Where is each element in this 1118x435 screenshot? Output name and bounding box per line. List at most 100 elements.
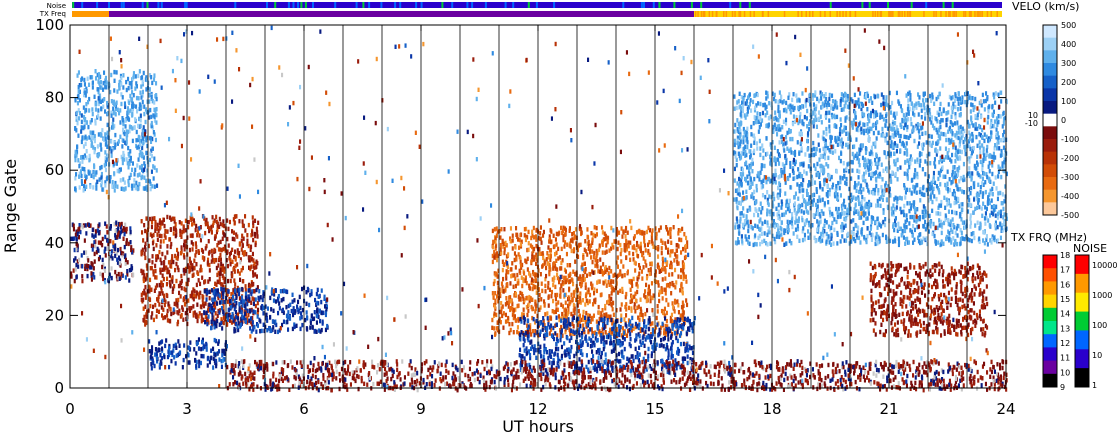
noise-strip-tick: [658, 2, 661, 8]
data-cell: [674, 285, 677, 290]
data-cell: [234, 263, 237, 269]
data-cell: [117, 230, 120, 235]
data-cell: [117, 247, 120, 253]
data-cell: [671, 363, 674, 368]
data-cell: [566, 311, 569, 316]
data-cell: [619, 288, 622, 294]
data-cell: [233, 254, 236, 259]
data-cell: [567, 295, 570, 300]
txfreq-strip-tick: [990, 11, 992, 17]
data-cell: [214, 305, 217, 310]
data-cell: [624, 248, 627, 253]
data-cell: [889, 135, 892, 140]
data-cell: [621, 353, 624, 359]
data-cell: [648, 240, 651, 245]
data-cell: [197, 314, 200, 319]
data-cell: [286, 319, 289, 325]
data-cell: [568, 243, 571, 248]
data-cell: [99, 165, 102, 171]
txfreq-strip-tick: [767, 11, 770, 17]
data-cell: [539, 349, 542, 355]
data-cell: [533, 344, 536, 349]
data-cell: [544, 325, 547, 331]
data-cell: [161, 291, 164, 296]
data-cell: [588, 299, 591, 304]
data-cell: [821, 104, 824, 109]
data-cell: [661, 262, 664, 267]
data-cell: [142, 125, 145, 130]
data-cell: [564, 318, 567, 323]
data-cell: [604, 303, 607, 309]
data-cell: [505, 296, 508, 301]
data-cell: [138, 172, 141, 177]
data-cell: [843, 198, 846, 204]
data-cell: [296, 304, 299, 309]
data-cell: [151, 80, 154, 86]
data-cell: [207, 314, 210, 319]
data-cell: [552, 278, 555, 283]
data-cell: [152, 130, 155, 135]
data-cell: [208, 226, 211, 231]
data-cell: [522, 332, 525, 338]
data-cell: [957, 168, 960, 173]
data-cell: [961, 133, 964, 138]
data-cell: [171, 289, 174, 294]
data-cell: [590, 255, 593, 260]
data-cell: [117, 232, 120, 237]
data-cell: [116, 107, 119, 112]
data-cell: [574, 288, 577, 293]
data-cell: [669, 318, 672, 324]
data-cell: [149, 136, 152, 141]
data-cell: [873, 191, 876, 196]
data-cell: [223, 269, 226, 274]
data-cell: [639, 339, 642, 344]
data-cell: [114, 180, 117, 186]
data-cell: [604, 352, 607, 357]
txfreq-strip-tick: [723, 11, 725, 17]
data-cell: [70, 236, 73, 241]
data-cell: [566, 278, 569, 283]
data-cell: [507, 252, 510, 257]
data-cell: [573, 353, 576, 359]
data-cell: [119, 167, 122, 172]
data-cell: [99, 116, 102, 121]
data-cell: [651, 238, 654, 243]
data-cell: [213, 236, 216, 241]
data-cell: [291, 299, 294, 304]
txfreq-strip-tick: [974, 11, 976, 17]
data-cell: [159, 225, 162, 230]
data-cell: [556, 275, 559, 281]
data-cell: [155, 308, 158, 313]
data-cell: [992, 157, 995, 163]
data-cell: [638, 271, 641, 276]
data-cell: [563, 368, 566, 373]
txfreq-strip-tick: [738, 11, 740, 17]
data-cell: [947, 110, 950, 115]
data-cell: [281, 307, 284, 313]
data-cell: [615, 274, 618, 279]
data-cell: [193, 288, 196, 294]
data-cell: [233, 298, 236, 304]
data-cell: [165, 338, 168, 343]
data-cell: [584, 302, 587, 307]
data-cell: [591, 249, 594, 254]
data-cell: [84, 117, 87, 122]
data-cell: [196, 302, 199, 307]
noise-strip-tick: [274, 2, 277, 8]
data-cell: [219, 247, 222, 252]
data-cell: [599, 257, 602, 262]
data-cell: [664, 313, 667, 318]
data-cell: [135, 129, 138, 135]
data-cell: [547, 285, 550, 290]
data-cell: [149, 157, 152, 163]
data-cell: [627, 328, 630, 334]
data-cell: [84, 93, 87, 98]
data-cell: [80, 125, 83, 130]
data-cell: [544, 347, 547, 352]
data-cell: [547, 355, 550, 361]
data-cell: [259, 329, 262, 334]
data-cell: [519, 296, 522, 301]
data-cell: [583, 261, 586, 266]
data-cell: [821, 238, 824, 243]
data-cell: [128, 153, 131, 158]
